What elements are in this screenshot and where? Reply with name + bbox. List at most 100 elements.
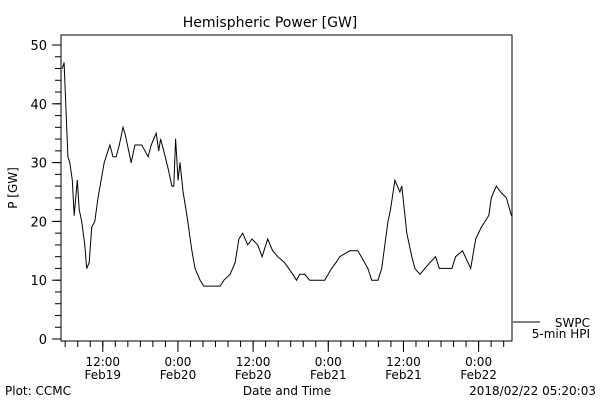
x-axis-label: Date and Time xyxy=(243,384,331,398)
data-point xyxy=(394,179,396,181)
x-tick-label-date: Feb22 xyxy=(460,368,497,382)
data-point xyxy=(234,262,236,263)
y-tick-label: 0 xyxy=(39,333,47,348)
data-point xyxy=(480,226,482,228)
y-axis: 0 10 20 30 40 50 xyxy=(30,39,61,348)
data-point xyxy=(73,215,75,216)
data-point xyxy=(390,209,391,211)
legend-label-swpc: SWPC xyxy=(555,316,590,330)
data-point xyxy=(455,256,457,258)
data-point xyxy=(470,268,472,269)
data-point xyxy=(267,238,269,240)
data-point xyxy=(339,256,341,258)
data-point xyxy=(199,279,201,281)
data-point xyxy=(490,197,492,199)
data-point xyxy=(107,150,109,152)
data-point xyxy=(284,262,286,263)
data-point xyxy=(182,191,184,193)
data-point xyxy=(411,256,413,258)
plot-frame xyxy=(60,34,513,342)
data-point xyxy=(147,156,149,158)
x-tick-label-date: Feb21 xyxy=(310,368,347,382)
plot-credit: Plot: CCMC xyxy=(5,384,71,398)
data-point xyxy=(223,279,225,281)
x-axis: 12:00Feb190:00Feb2012:00Feb200:00Feb2112… xyxy=(64,341,505,382)
data-point xyxy=(194,268,196,269)
data-point xyxy=(292,273,294,275)
data-points xyxy=(61,62,512,287)
data-point xyxy=(299,273,301,275)
data-point xyxy=(261,256,263,258)
legend-label-hpi: 5-min HPI xyxy=(532,327,590,341)
data-point xyxy=(438,268,440,269)
data-point xyxy=(177,179,179,181)
series-line-swpc-hpi xyxy=(61,62,512,287)
data-point xyxy=(335,262,337,263)
data-point xyxy=(419,273,421,275)
data-point xyxy=(272,250,274,252)
data-point xyxy=(191,250,193,252)
data-point xyxy=(424,268,426,269)
data-point xyxy=(381,268,383,269)
data-point xyxy=(91,226,93,228)
data-point xyxy=(257,244,259,246)
data-point xyxy=(167,168,169,169)
data-point xyxy=(296,279,297,281)
data-point xyxy=(160,138,161,140)
data-point xyxy=(414,268,416,269)
data-point xyxy=(401,185,403,187)
data-point xyxy=(97,197,99,199)
y-tick-label: 20 xyxy=(30,215,47,230)
data-point xyxy=(175,138,177,140)
data-point xyxy=(103,162,105,164)
data-point xyxy=(387,221,389,222)
data-point xyxy=(451,268,453,269)
data-point xyxy=(462,250,463,252)
data-point xyxy=(371,279,373,281)
y-axis-label: P [GW] xyxy=(6,167,20,209)
data-point xyxy=(112,156,114,158)
data-point xyxy=(94,221,96,222)
data-point xyxy=(69,162,71,164)
y-tick-label: 50 xyxy=(30,39,47,54)
data-point xyxy=(331,268,332,269)
x-tick-label-date: Feb21 xyxy=(385,368,422,382)
data-point xyxy=(203,285,205,287)
y-tick-label: 40 xyxy=(30,98,47,113)
data-point xyxy=(155,132,157,134)
data-point xyxy=(357,250,359,252)
data-point xyxy=(63,62,65,64)
x-tick-label-time: 0:00 xyxy=(465,355,492,369)
x-tick-label-time: 0:00 xyxy=(164,355,191,369)
data-point xyxy=(377,279,379,281)
data-point xyxy=(435,256,436,258)
data-point xyxy=(505,197,507,199)
data-point xyxy=(367,268,369,269)
data-point xyxy=(399,191,401,193)
data-point xyxy=(495,185,497,187)
data-point xyxy=(109,144,111,146)
data-point xyxy=(251,238,253,240)
data-point xyxy=(88,262,90,263)
data-point xyxy=(130,162,132,164)
data-point xyxy=(124,132,126,134)
x-tick-label-time: 12:00 xyxy=(85,355,120,369)
data-point xyxy=(219,285,221,287)
data-point xyxy=(115,156,117,158)
data-point xyxy=(158,150,160,152)
data-point xyxy=(134,144,136,146)
data-point xyxy=(118,144,120,146)
data-point xyxy=(179,162,181,164)
data-point xyxy=(324,279,326,281)
data-point xyxy=(304,273,306,275)
plot-timestamp: 2018/02/22 05:20:03 xyxy=(469,384,596,398)
data-point xyxy=(247,244,249,246)
data-point xyxy=(171,185,173,187)
data-point xyxy=(84,244,86,246)
data-point xyxy=(150,144,152,146)
data-point xyxy=(61,68,63,69)
data-point xyxy=(510,215,512,216)
chart-title: Hemispheric Power [GW] xyxy=(183,15,358,31)
data-point xyxy=(186,215,188,216)
